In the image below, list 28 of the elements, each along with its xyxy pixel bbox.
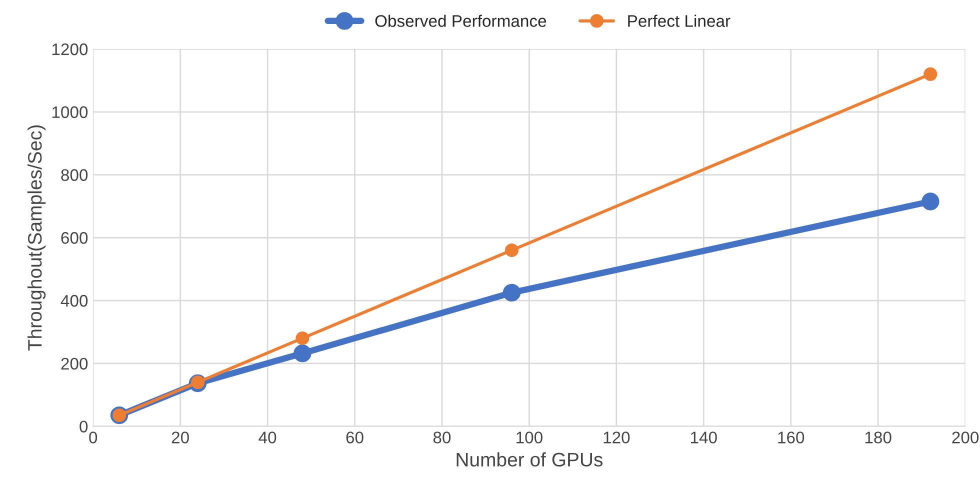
point <box>924 67 938 81</box>
x-tick-label: 100 <box>516 432 542 444</box>
point <box>504 243 519 257</box>
y-tick-label: 600 <box>61 232 88 244</box>
x-tick-label: 120 <box>604 432 630 444</box>
x-axis-title: Number of GPUs <box>456 452 603 467</box>
x-tick-label: 60 <box>346 432 364 444</box>
y-tick-label: 200 <box>61 358 88 370</box>
y-tick-label: 1200 <box>52 43 88 56</box>
x-tick-label: 0 <box>89 432 98 444</box>
y-tick-label: 0 <box>80 420 88 433</box>
x-tick-label: 40 <box>258 432 276 444</box>
legend-label: Perfect Linear <box>628 14 730 27</box>
y-tick-label: 1000 <box>52 106 88 118</box>
y-tick-label: 800 <box>61 169 88 181</box>
x-tick-label: 20 <box>172 432 189 444</box>
point <box>922 192 940 210</box>
point <box>502 284 521 302</box>
y-axis-title: Throughout(Samples/Sec) <box>27 125 46 351</box>
x-tick-label: 200 <box>952 432 979 444</box>
point <box>296 331 310 346</box>
point <box>294 344 312 362</box>
x-tick-label: 160 <box>778 432 804 444</box>
x-tick-label: 140 <box>691 432 717 444</box>
y-tick-label: 400 <box>60 294 88 307</box>
x-tick-label: 180 <box>865 432 892 444</box>
x-tick-label: 80 <box>433 432 451 444</box>
legend-label: Observed Performance <box>375 14 546 27</box>
